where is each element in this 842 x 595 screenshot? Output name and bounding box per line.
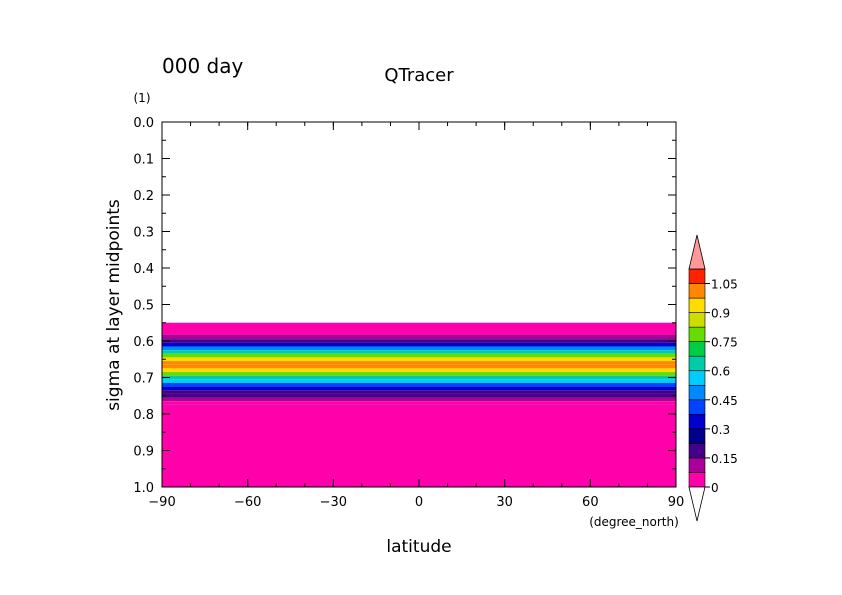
colorbar-swatch bbox=[688, 297, 706, 313]
contour-band bbox=[162, 375, 676, 380]
x-tick-label: −90 bbox=[148, 495, 175, 510]
y-unit-label: (1) bbox=[134, 91, 151, 105]
colorbar-label: 0.15 bbox=[711, 452, 738, 466]
contour-band bbox=[162, 393, 676, 398]
y-tick-label: 0.4 bbox=[133, 262, 154, 277]
colorbar-swatch bbox=[688, 399, 706, 415]
y-tick-label: 0.9 bbox=[133, 445, 154, 460]
x-tick-label: 90 bbox=[668, 495, 685, 510]
plot-frame bbox=[161, 121, 677, 488]
contour-band bbox=[162, 342, 676, 347]
y-tick-label: 1.0 bbox=[133, 481, 154, 496]
x-tick-label: 60 bbox=[582, 495, 599, 510]
contour-band bbox=[162, 419, 676, 451]
time-label: 000 day bbox=[162, 54, 243, 78]
contour-band bbox=[162, 334, 676, 340]
colorbar-swatch bbox=[688, 384, 706, 401]
contour-band bbox=[162, 390, 676, 394]
contour-bands bbox=[162, 322, 676, 487]
colorbar-swatch bbox=[688, 268, 706, 284]
colorbar-label: 0.6 bbox=[711, 365, 730, 379]
colorbar-swatch bbox=[688, 428, 706, 444]
y-tick-labels: 0.0 0.1 0.2 0.3 0.4 0.5 0.6 0.7 0.8 0.9 1.0 bbox=[133, 116, 154, 496]
colorbar-swatch bbox=[688, 341, 706, 357]
colorbar-label: 1.05 bbox=[711, 278, 738, 292]
colorbar-label: 0.9 bbox=[711, 307, 730, 321]
colorbar-extend-high bbox=[688, 234, 706, 270]
x-tick-label: 30 bbox=[496, 495, 513, 510]
contour-band bbox=[162, 339, 676, 343]
colorbar-swatch bbox=[688, 312, 706, 328]
contour-band bbox=[162, 382, 676, 387]
contour-band bbox=[162, 372, 676, 376]
x-axis-label: latitude bbox=[386, 537, 451, 557]
axis-ticks bbox=[161, 121, 677, 488]
x-tick-labels: −90 −60 −30 0 30 60 90 bbox=[148, 495, 684, 510]
x-tick-label: 0 bbox=[415, 495, 423, 510]
colorbar-label: 0.45 bbox=[711, 394, 738, 408]
y-tick-label: 0.6 bbox=[133, 335, 154, 350]
contour-band bbox=[162, 404, 676, 420]
colorbar-ticks bbox=[705, 283, 710, 488]
y-tick-label: 0.3 bbox=[133, 226, 154, 241]
y-tick-label: 0.7 bbox=[133, 372, 154, 387]
colorbar-swatch bbox=[688, 370, 706, 386]
contour-band bbox=[162, 364, 676, 369]
y-tick-label: 0.1 bbox=[133, 153, 154, 168]
x-tick-label: −60 bbox=[234, 495, 261, 510]
colorbar-label: 0 bbox=[711, 481, 719, 495]
contour-band bbox=[162, 357, 676, 362]
x-tick-label: −30 bbox=[320, 495, 347, 510]
y-axis-label: sigma at layer midpoints bbox=[104, 199, 124, 411]
x-unit-label: (degree_north) bbox=[589, 515, 679, 529]
colorbar-labels: 0 0.15 0.3 0.45 0.6 0.75 0.9 1.05 bbox=[711, 278, 738, 495]
colorbar-swatch bbox=[688, 472, 706, 488]
y-tick-label: 0.8 bbox=[133, 408, 154, 423]
contour-band bbox=[162, 368, 676, 373]
chart-title: QTracer bbox=[384, 65, 454, 86]
y-tick-label: 0.0 bbox=[133, 116, 154, 131]
contour-band bbox=[162, 401, 676, 405]
contour-band bbox=[162, 322, 676, 335]
contour-band bbox=[162, 397, 676, 402]
contour-band bbox=[162, 353, 676, 358]
colorbar-swatch bbox=[688, 443, 706, 459]
colorbar-extend-low bbox=[688, 486, 706, 522]
colorbar-swatch bbox=[688, 355, 706, 372]
contour-band bbox=[162, 346, 676, 351]
colorbar-swatch bbox=[688, 414, 706, 430]
colorbar-label: 0.75 bbox=[711, 336, 738, 350]
colorbar-label: 0.3 bbox=[711, 423, 730, 437]
contour-band bbox=[162, 361, 676, 365]
colorbar-swatch bbox=[688, 283, 706, 299]
contour-band bbox=[162, 350, 676, 354]
y-tick-label: 0.2 bbox=[133, 189, 154, 204]
contour-band bbox=[162, 379, 676, 383]
colorbar-swatch bbox=[688, 457, 706, 473]
contour-band bbox=[162, 386, 676, 391]
y-tick-label: 0.5 bbox=[133, 299, 154, 314]
colorbar-swatch bbox=[688, 326, 706, 342]
colorbar bbox=[688, 234, 706, 522]
